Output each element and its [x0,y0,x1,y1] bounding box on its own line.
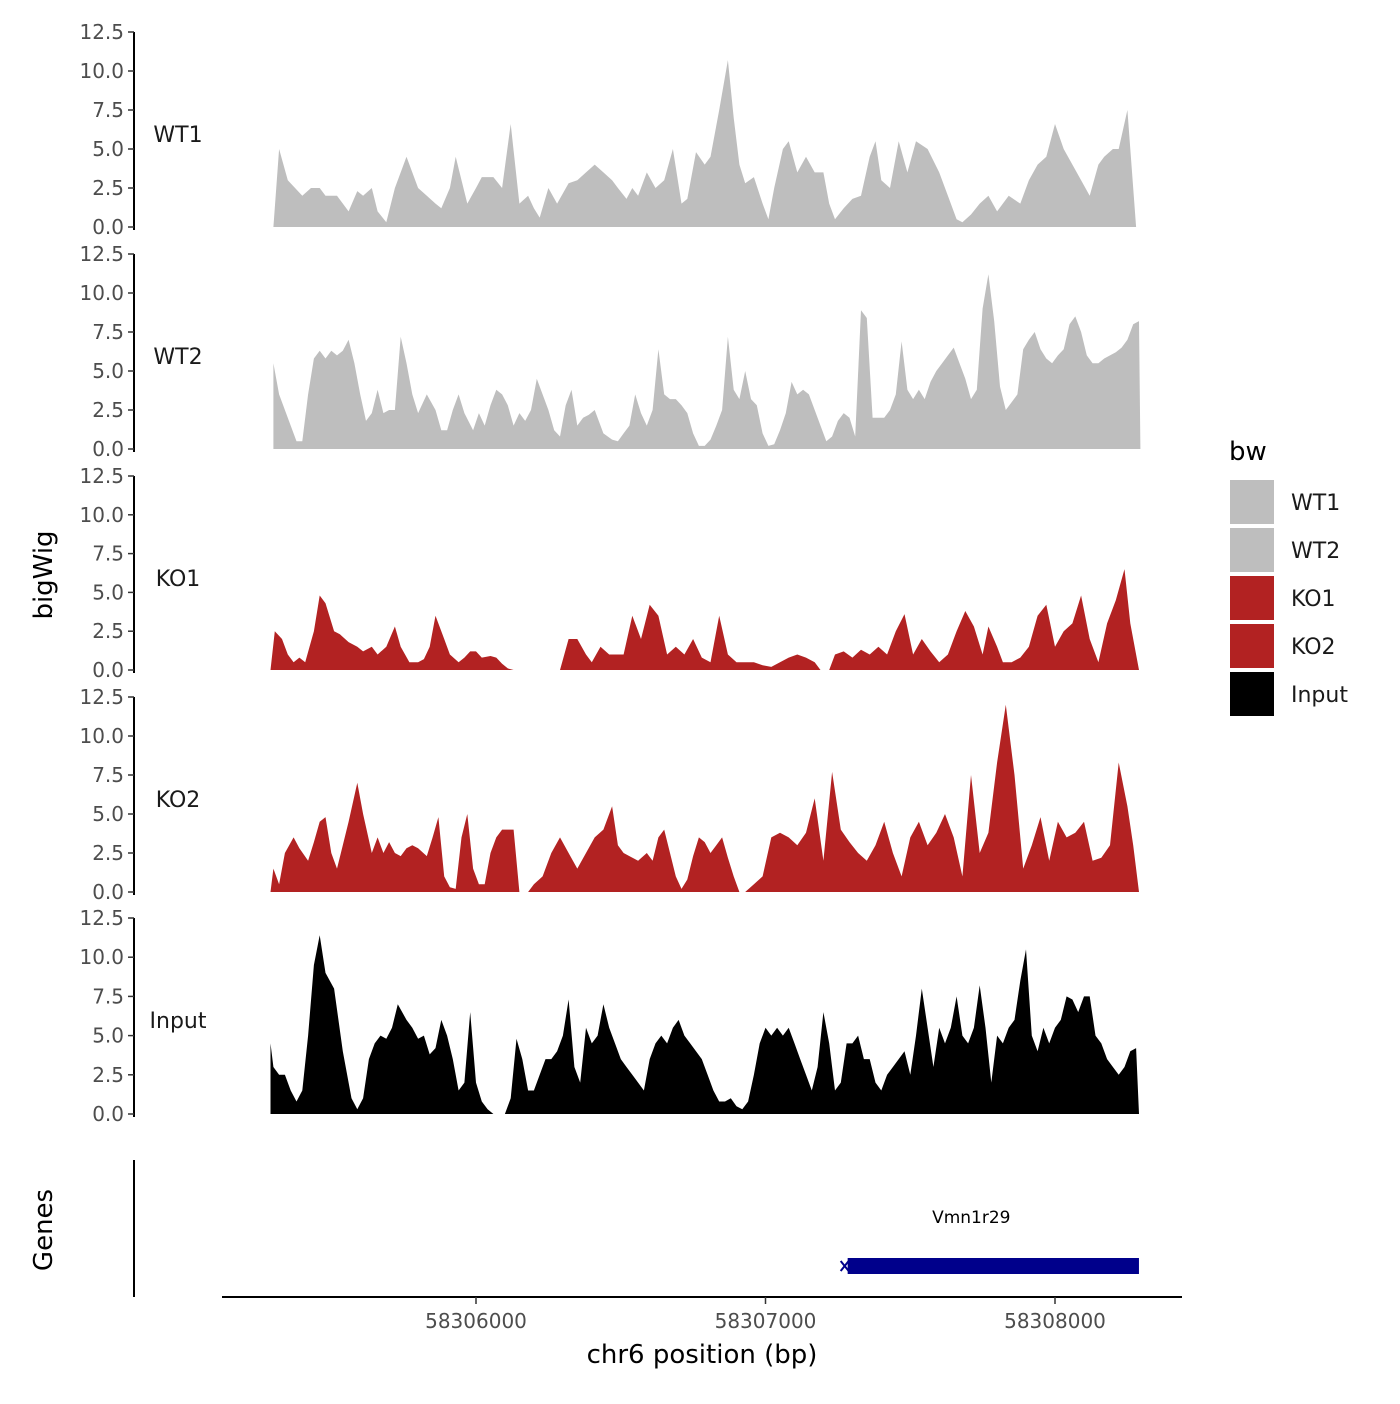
track-wt2: 0.0 2.5 5.0 7.5 10.0 12.5 WT2 [79,242,1141,461]
gene-track: Vmn1r29 [133,1160,1139,1297]
gene-label: Vmn1r29 [932,1208,1010,1228]
x-axis-title: chr6 position (bp) [587,1340,818,1370]
x-axis: 58306000 58307000 58308000 [222,1296,1182,1333]
legend: bw WT1 WT2 KO1 KO2 Input [1229,437,1348,716]
y-tick-label: 7.5 [92,763,124,787]
track-label-ko2: KO2 [156,788,201,813]
y-tick-label: 5.0 [92,580,124,604]
y-tick-label: 0.0 [92,437,124,461]
gene-body [847,1258,1139,1274]
area-ko2-segment [270,782,520,892]
y-tick-label: 0.0 [92,1102,124,1126]
y-tick-label: 7.5 [92,320,124,344]
x-tick-label: 58307000 [715,1309,817,1333]
y-tick-label: 0.0 [92,880,124,904]
track-label-wt1: WT1 [153,123,202,148]
x-tick-label: 58306000 [425,1309,527,1333]
legend-label-ko2: KO2 [1291,635,1336,660]
legend-title: bw [1229,437,1267,467]
y-tick-label: 10.0 [79,59,124,83]
legend-label-wt2: WT2 [1291,539,1340,564]
track-label-wt2: WT2 [153,345,202,370]
area-ko1-segment [829,569,1139,670]
area-wt2-segment [273,274,1141,449]
y-tick-label: 5.0 [92,1024,124,1048]
y-tick-label: 2.5 [92,619,124,643]
y-tick-label: 0.0 [92,215,124,239]
track-input: 0.0 2.5 5.0 7.5 10.0 12.5 Input [79,906,1139,1126]
x-tick-label: 58308000 [1004,1309,1106,1333]
y-tick-label: 12.5 [79,906,124,930]
legend-label-input: Input [1291,683,1348,708]
y-tick-label: 0.0 [92,658,124,682]
area-ko2-segment [528,806,740,892]
track-ko1: 0.0 2.5 5.0 7.5 10.0 12.5 KO1 [79,464,1139,682]
y-tick-label: 5.0 [92,137,124,161]
y-tick-label: 2.5 [92,841,124,865]
y-tick-label: 12.5 [79,242,124,266]
track-ko2: 0.0 2.5 5.0 7.5 10.0 12.5 KO2 [79,685,1141,904]
y-tick-label: 10.0 [79,945,124,969]
legend-swatch-ko1 [1230,576,1274,620]
y-axis-title: bigWig [29,530,59,619]
y-tick-label: 7.5 [92,542,124,566]
legend-swatch-ko2 [1230,624,1274,668]
y-tick-label: 12.5 [79,464,124,488]
y-tick-label: 2.5 [92,176,124,200]
y-tick-label: 12.5 [79,685,124,709]
y-tick-label: 12.5 [79,20,124,44]
legend-label-wt1: WT1 [1291,491,1340,516]
track-wt1: 0.0 2.5 5.0 7.5 10.0 12.5 WT1 [79,20,1139,239]
track-label-input: Input [150,1009,207,1034]
signal-tracks: 0.0 2.5 5.0 7.5 10.0 12.5 WT1 0.0 2.5 5.0 7.5 10.0 1… [79,20,1141,1126]
y-tick-label: 10.0 [79,724,124,748]
area-ko2-segment [745,704,1141,892]
y-tick-label: 5.0 [92,359,124,383]
area-input-segment [270,935,494,1114]
area-ko1-segment [560,604,821,670]
area-ko1-segment [270,595,514,670]
y-tick-label: 10.0 [79,503,124,527]
legend-swatch-input [1230,672,1274,716]
gene-track-title: Genes [29,1189,59,1271]
legend-swatch-wt2 [1230,528,1274,572]
legend-label-ko1: KO1 [1291,587,1336,612]
track-label-ko1: KO1 [156,567,201,592]
y-tick-label: 2.5 [92,1063,124,1087]
area-wt1-segment [273,60,1139,227]
y-tick-label: 2.5 [92,398,124,422]
strand-marker [839,1260,850,1272]
y-tick-label: 5.0 [92,802,124,826]
y-tick-label: 7.5 [92,98,124,122]
area-input-segment [504,949,1139,1114]
y-tick-label: 10.0 [79,281,124,305]
y-tick-label: 7.5 [92,984,124,1008]
legend-swatch-wt1 [1230,480,1274,524]
